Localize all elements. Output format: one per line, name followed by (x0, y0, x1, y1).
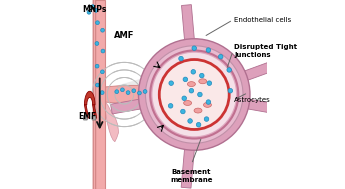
Text: Astrocytes: Astrocytes (234, 97, 271, 103)
FancyBboxPatch shape (83, 116, 87, 120)
Circle shape (199, 73, 204, 78)
Circle shape (196, 122, 201, 127)
Circle shape (143, 90, 147, 93)
Circle shape (95, 64, 99, 68)
Circle shape (96, 21, 99, 25)
FancyBboxPatch shape (92, 116, 96, 120)
Text: MNPs: MNPs (82, 5, 107, 14)
Circle shape (179, 56, 183, 61)
Circle shape (96, 83, 99, 87)
Polygon shape (92, 105, 97, 118)
Polygon shape (105, 102, 119, 142)
Ellipse shape (187, 82, 195, 87)
Polygon shape (85, 91, 95, 105)
Circle shape (91, 5, 95, 9)
Circle shape (169, 81, 174, 85)
Circle shape (152, 53, 236, 136)
Circle shape (206, 48, 211, 52)
Circle shape (150, 50, 238, 139)
Ellipse shape (184, 101, 191, 105)
Polygon shape (106, 72, 165, 117)
Polygon shape (181, 148, 195, 188)
Polygon shape (105, 85, 165, 104)
Circle shape (159, 60, 229, 129)
Circle shape (132, 89, 136, 93)
Polygon shape (246, 99, 280, 114)
Ellipse shape (204, 102, 211, 107)
Circle shape (192, 46, 197, 50)
Circle shape (204, 117, 209, 121)
Text: EMF: EMF (78, 112, 96, 121)
Circle shape (100, 70, 104, 74)
Circle shape (120, 88, 124, 92)
Circle shape (138, 39, 250, 150)
Polygon shape (85, 105, 89, 118)
Bar (95, 0, 105, 189)
Circle shape (207, 81, 211, 85)
Circle shape (100, 91, 104, 94)
Circle shape (95, 42, 99, 45)
Circle shape (227, 68, 231, 72)
Circle shape (87, 10, 91, 14)
Circle shape (115, 90, 119, 94)
Text: Basement
membrane: Basement membrane (170, 169, 213, 183)
Circle shape (168, 104, 173, 108)
FancyBboxPatch shape (93, 0, 96, 189)
Circle shape (126, 91, 130, 94)
Circle shape (138, 91, 141, 95)
Circle shape (191, 70, 196, 74)
Circle shape (94, 9, 98, 12)
Text: Disrupted Tight
Junctions: Disrupted Tight Junctions (234, 44, 297, 58)
Circle shape (182, 96, 187, 101)
Circle shape (181, 109, 185, 114)
Ellipse shape (194, 108, 202, 113)
Text: AMF: AMF (114, 31, 135, 40)
Circle shape (101, 49, 105, 53)
Polygon shape (243, 62, 273, 81)
Text: Endothelial cells: Endothelial cells (234, 17, 291, 23)
Circle shape (189, 88, 194, 93)
Circle shape (183, 77, 188, 82)
Ellipse shape (199, 79, 207, 84)
FancyBboxPatch shape (93, 0, 96, 189)
Circle shape (198, 92, 202, 97)
Circle shape (146, 46, 243, 143)
Circle shape (228, 88, 233, 93)
Circle shape (206, 100, 211, 104)
Circle shape (188, 119, 193, 123)
Polygon shape (110, 99, 142, 114)
Polygon shape (181, 5, 195, 41)
Circle shape (101, 28, 105, 32)
Circle shape (218, 54, 223, 59)
